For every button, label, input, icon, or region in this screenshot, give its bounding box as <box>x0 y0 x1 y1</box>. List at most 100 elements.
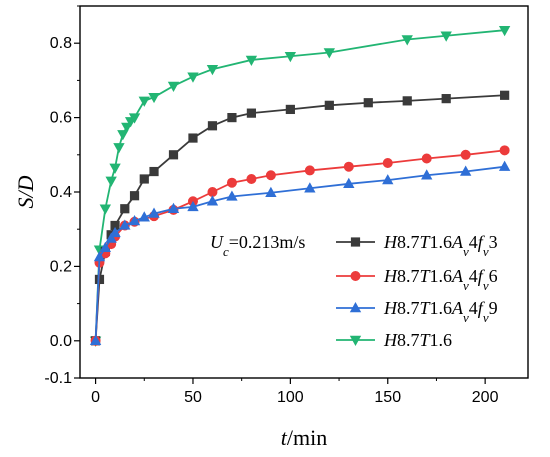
data-point <box>109 226 121 238</box>
legend-marker <box>349 301 362 313</box>
legend-label-part: T <box>420 266 432 286</box>
data-point <box>498 160 511 171</box>
series-4 <box>89 25 511 347</box>
legend-label-part: v <box>463 278 469 293</box>
legend-label-part: T <box>420 330 432 350</box>
data-point <box>343 161 354 172</box>
data-point <box>148 92 160 104</box>
data-point <box>149 166 159 177</box>
legend-label-part: v <box>483 310 489 325</box>
x-tick-label: 150 <box>374 389 401 406</box>
legend-label-part: 3 <box>489 232 498 252</box>
data-point <box>382 157 393 168</box>
plot-marks <box>89 25 511 347</box>
legend-label-part: v <box>463 310 469 325</box>
axes: 0 50 100 150 200 -0.1 0.0 0.2 0.4 0.6 0.8 <box>44 5 499 406</box>
data-point <box>323 48 336 59</box>
data-point <box>99 241 112 253</box>
legend-label-part: 4 <box>469 298 478 318</box>
data-point <box>168 150 179 160</box>
legend-label-part: H <box>383 330 398 350</box>
y-tick-label: 0.6 <box>50 110 72 127</box>
data-point <box>245 55 258 66</box>
legend-title-main: U <box>210 232 224 252</box>
legend-label-part: 4 <box>469 232 478 252</box>
data-point <box>109 163 121 174</box>
series-line <box>94 29 505 341</box>
data-point <box>138 211 150 222</box>
data-point <box>246 108 257 118</box>
data-point <box>402 96 412 106</box>
legend-label-part: 6 <box>489 266 498 286</box>
data-point <box>188 133 198 143</box>
legend-label-part: 1.6 <box>430 330 453 350</box>
data-point <box>89 334 102 346</box>
legend-label-part: 1.6 <box>430 232 453 252</box>
data-point <box>499 145 510 156</box>
data-point <box>324 100 334 110</box>
legend-label-part: f <box>478 298 486 318</box>
data-point <box>460 149 471 160</box>
data-point <box>120 204 130 214</box>
legend-label-part: v <box>483 278 489 293</box>
data-point <box>226 190 238 201</box>
data-point <box>284 52 297 63</box>
legend-label: H8.7T1.6Av4fv9 <box>383 298 498 325</box>
data-point <box>226 177 237 188</box>
x-tick-label: 200 <box>472 389 499 406</box>
legend-label-part: A <box>451 298 464 318</box>
data-point <box>246 173 257 184</box>
data-point <box>128 214 141 226</box>
x-tick-label: 0 <box>91 389 100 406</box>
data-point <box>265 186 277 197</box>
x-axis-title-unit: /min <box>287 425 327 450</box>
legend-item-3: H8.7T1.6Av4fv9 <box>336 298 498 325</box>
legend-marker <box>349 335 362 347</box>
legend-label-part: 8.7 <box>397 266 420 286</box>
x-axis-title: t/min <box>281 425 327 450</box>
data-point <box>382 174 394 185</box>
x-tick-label: 100 <box>277 389 304 406</box>
legend-label-part: 4 <box>469 266 478 286</box>
legend-label-part: f <box>478 266 486 286</box>
data-point <box>119 219 131 230</box>
legend-label-part: 8.7 <box>397 298 420 318</box>
data-point <box>93 251 106 262</box>
data-point <box>121 122 133 133</box>
legend-item-1: H8.7T1.6Av4fv3 <box>336 232 498 259</box>
legend-label-part: A <box>451 266 464 286</box>
data-point <box>421 169 433 180</box>
data-point <box>129 191 140 201</box>
legend-label-part: 1.6 <box>430 266 453 286</box>
y-tick-label: -0.1 <box>44 370 72 387</box>
data-point <box>500 90 510 100</box>
legend-label: H8.7T1.6Av4fv3 <box>383 232 498 259</box>
data-point <box>206 195 219 206</box>
x-axis-title-var: t <box>281 425 288 450</box>
legend-item-4: H8.7T1.6 <box>336 330 452 350</box>
legend-label-part: v <box>483 244 489 259</box>
data-point <box>187 200 199 212</box>
legend-title: Uc=0.213m/s <box>210 232 305 259</box>
legend-label-part: A <box>451 232 464 252</box>
data-point <box>440 31 452 42</box>
data-point <box>167 202 180 213</box>
data-point <box>117 130 129 141</box>
legend-label-part: H <box>383 298 398 318</box>
data-point <box>206 65 219 76</box>
data-point <box>285 104 295 115</box>
y-tick-label: 0.8 <box>50 35 72 52</box>
data-point <box>99 204 112 215</box>
data-point <box>304 182 316 193</box>
y-tick-label: 0.0 <box>50 333 72 350</box>
legend-label: H8.7T1.6Av4fv6 <box>383 266 498 293</box>
series-3 <box>89 160 511 346</box>
data-point <box>148 207 160 218</box>
legend-label-part: v <box>463 244 469 259</box>
data-point <box>105 176 117 187</box>
legend-title-rest: =0.213m/s <box>229 232 306 252</box>
data-point <box>105 232 117 243</box>
legend-label-part: T <box>420 232 432 252</box>
data-point <box>343 177 355 189</box>
